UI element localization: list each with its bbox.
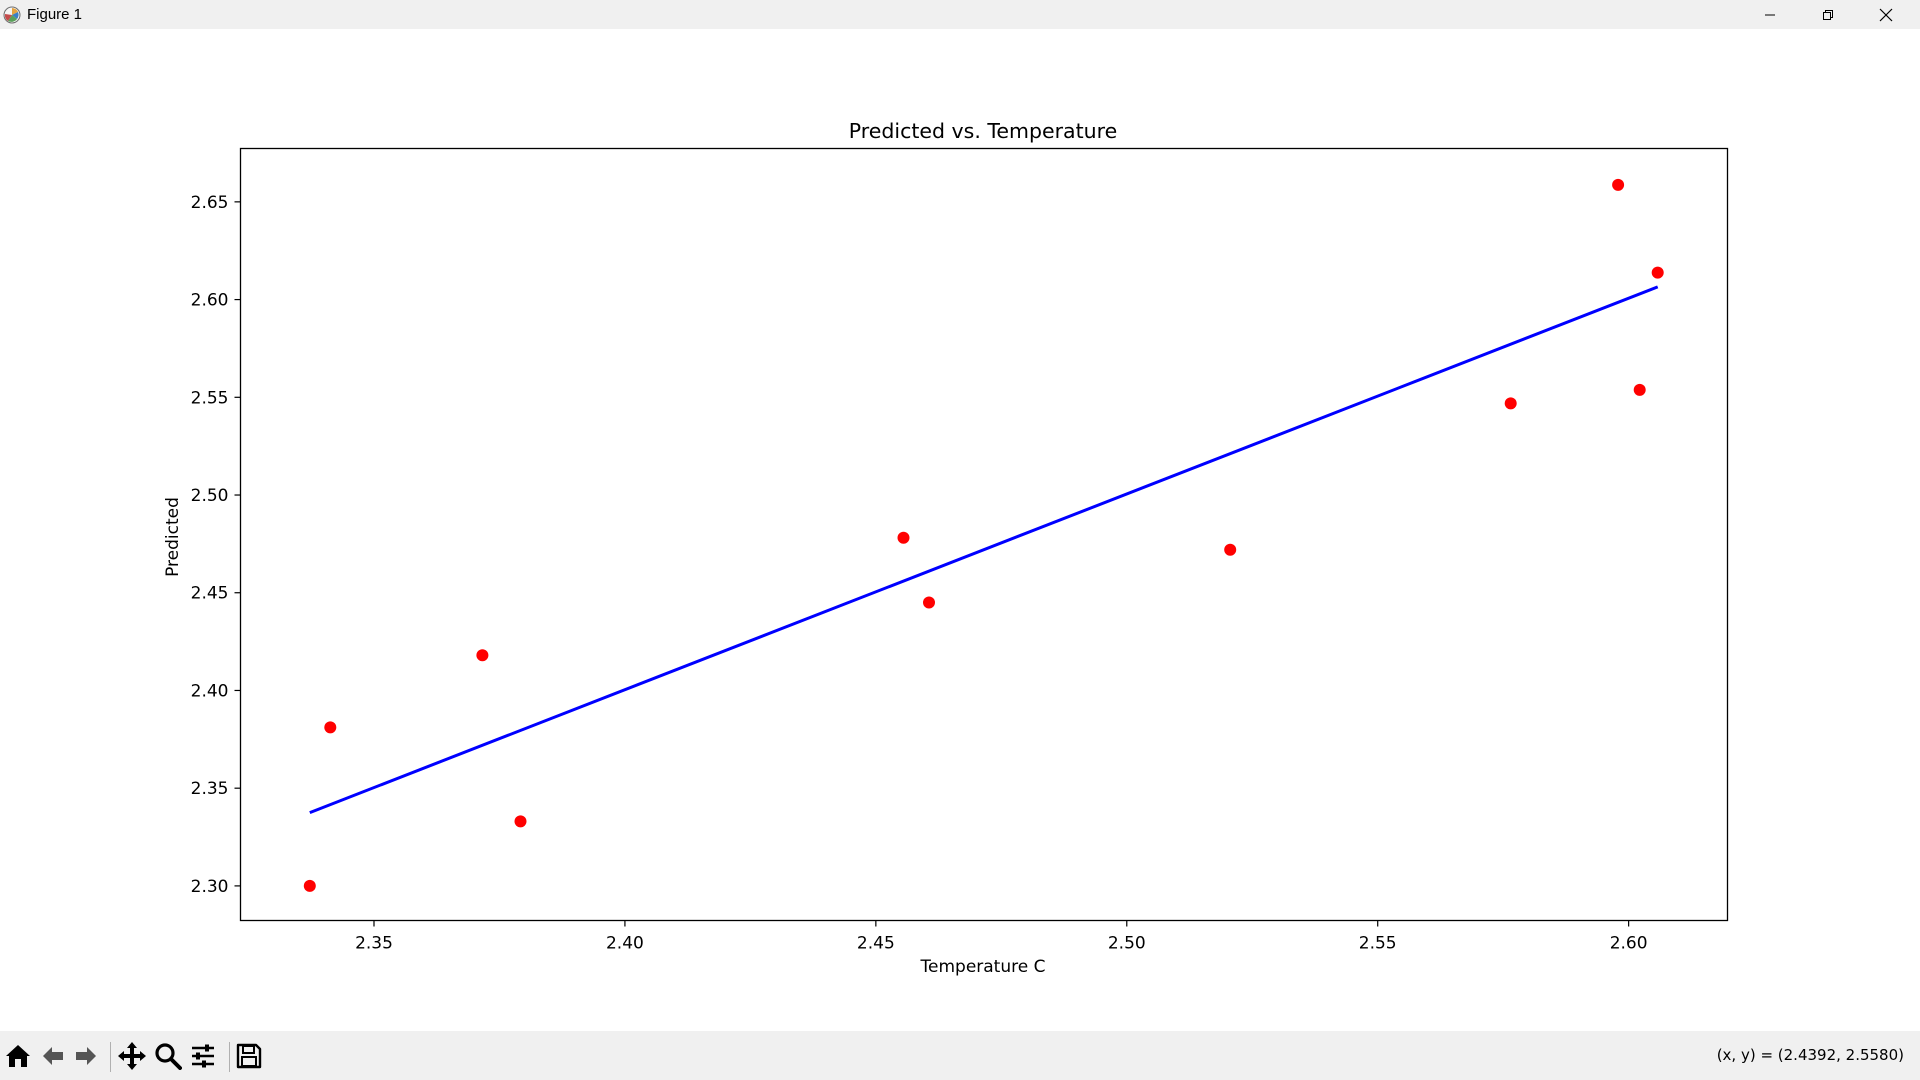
y-axis-label: Predicted xyxy=(163,497,183,577)
zoom-icon xyxy=(155,1043,182,1070)
pan-icon xyxy=(118,1042,146,1070)
toolbar-separator xyxy=(110,1042,111,1072)
y-tick-label: 2.50 xyxy=(191,486,229,506)
close-button[interactable] xyxy=(1857,0,1915,29)
x-tick-label: 2.40 xyxy=(606,934,644,954)
title-bar: Figure 1 xyxy=(0,0,1920,29)
restore-icon xyxy=(1823,9,1833,20)
coordinate-readout: (x, y) = (2.4392, 2.5580) xyxy=(1716,1046,1904,1064)
x-tick-label: 2.35 xyxy=(355,934,393,954)
data-point xyxy=(514,815,527,828)
y-tick-label: 2.65 xyxy=(191,193,229,213)
y-tick-label: 2.60 xyxy=(191,291,229,311)
data-point xyxy=(1612,178,1625,191)
x-axis-label: Temperature C xyxy=(920,957,1046,977)
home-icon xyxy=(6,1045,30,1067)
chart-title: Predicted vs. Temperature xyxy=(849,119,1117,143)
data-point xyxy=(476,649,489,662)
forward-icon xyxy=(76,1047,96,1065)
save-icon xyxy=(236,1043,262,1069)
save-button[interactable] xyxy=(233,1040,265,1072)
chart: Predicted vs. Temperature 2.35 2.40 2.45 2.… xyxy=(163,119,1729,977)
data-point xyxy=(1224,543,1237,556)
navigation-toolbar: (x, y) = (2.4392, 2.5580) xyxy=(0,1031,1920,1080)
back-button[interactable] xyxy=(37,1040,69,1072)
data-point xyxy=(1651,266,1664,279)
x-tick-label: 2.50 xyxy=(1108,934,1146,954)
regression-line xyxy=(309,285,1659,814)
home-button[interactable] xyxy=(2,1040,34,1072)
y-axis: 2.30 2.35 2.40 2.45 2.50 2.55 2.60 2.65 xyxy=(191,193,241,897)
plot-area xyxy=(303,178,1664,892)
back-icon xyxy=(43,1047,63,1065)
matplotlib-icon xyxy=(3,6,21,24)
restore-button[interactable] xyxy=(1799,0,1857,29)
x-tick-label: 2.60 xyxy=(1610,934,1648,954)
data-point xyxy=(303,879,316,892)
close-icon xyxy=(1879,8,1893,21)
data-point xyxy=(923,596,935,609)
y-tick-label: 2.45 xyxy=(191,584,229,604)
forward-button[interactable] xyxy=(70,1040,102,1072)
figure-canvas[interactable]: Predicted vs. Temperature 2.35 2.40 2.45 2.… xyxy=(0,29,1920,1031)
toolbar-separator xyxy=(229,1042,230,1072)
data-point xyxy=(897,531,910,544)
data-point xyxy=(1633,383,1646,396)
zoom-button[interactable] xyxy=(152,1040,184,1072)
y-tick-label: 2.55 xyxy=(191,388,229,408)
data-point xyxy=(324,721,337,734)
x-tick-label: 2.55 xyxy=(1359,934,1397,954)
minimize-button[interactable] xyxy=(1741,0,1799,29)
configure-subplots-button[interactable] xyxy=(187,1040,219,1072)
axes-frame xyxy=(239,147,1729,922)
minimize-icon xyxy=(1765,14,1775,15)
y-tick-label: 2.40 xyxy=(191,681,229,701)
data-point xyxy=(1504,397,1517,410)
y-tick-label: 2.35 xyxy=(191,779,229,799)
pan-button[interactable] xyxy=(116,1040,148,1072)
x-tick-label: 2.45 xyxy=(857,934,895,954)
y-tick-label: 2.30 xyxy=(191,877,229,897)
configure-icon xyxy=(192,1044,214,1068)
window-title: Figure 1 xyxy=(27,6,83,23)
x-axis: 2.35 2.40 2.45 2.50 2.55 2.60 xyxy=(355,920,1648,954)
